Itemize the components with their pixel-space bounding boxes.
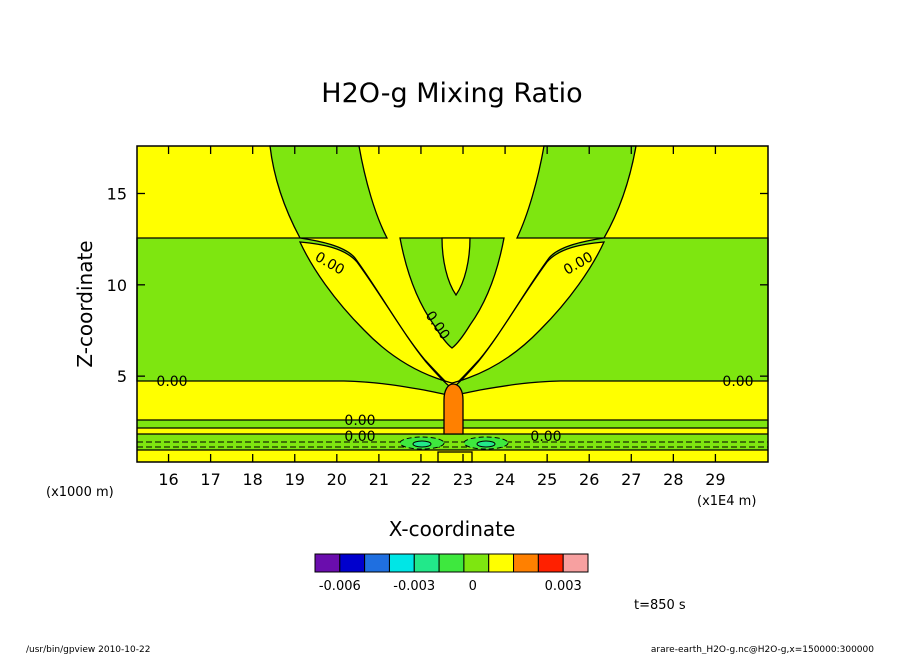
central-v-region <box>298 241 606 389</box>
colorbar-swatch <box>537 553 564 573</box>
x-tick-label: 26 <box>579 470 599 489</box>
y-tick-label: 15 <box>107 184 127 203</box>
x-tick-label: 17 <box>200 470 220 489</box>
colorbar-swatch <box>388 553 415 573</box>
chart-title: H2O-g Mixing Ratio <box>321 78 582 109</box>
colorbar-swatch <box>438 553 465 573</box>
contour-label: 0.00 <box>722 374 753 390</box>
x-tick-label: 18 <box>243 470 263 489</box>
x-tick-label: 24 <box>495 470 515 489</box>
y-unit-note: (x1000 m) <box>46 485 114 500</box>
x-tick-label: 19 <box>285 470 305 489</box>
y-axis: 5 10 15 <box>107 184 768 386</box>
contour-label: 0.00 <box>156 374 187 390</box>
colorbar-label: 0 <box>469 579 477 594</box>
x-tick-label: 29 <box>705 470 725 489</box>
x-unit-note: (x1E4 m) <box>697 494 756 509</box>
cell-right-core <box>476 440 496 448</box>
central-plume-region <box>443 383 464 435</box>
contour-labels: 0.000.000.000.000.000.000.000.000.00 <box>156 249 753 445</box>
top-teardrop-region <box>441 237 471 297</box>
colorbar-swatch <box>364 553 390 573</box>
inner-v-region <box>399 237 505 349</box>
colorbar-label: -0.003 <box>393 579 435 594</box>
contour-label: 0.00 <box>530 429 561 445</box>
x-tick-label: 25 <box>537 470 557 489</box>
y-tick-label: 5 <box>117 367 127 386</box>
colorbar-swatch <box>488 553 515 573</box>
colorbar-swatch <box>562 553 589 573</box>
colorbar-swatch <box>339 553 366 573</box>
colorbar-label: -0.006 <box>319 579 361 594</box>
contour-label: 0.00 <box>344 429 375 445</box>
cell-left-core <box>412 440 432 448</box>
y-axis-label: Z-coordinate <box>73 240 97 367</box>
colorbar-swatch <box>413 553 440 573</box>
colorbar-label: 0.003 <box>545 579 582 594</box>
y-tick-label: 10 <box>107 276 127 295</box>
footer-right: arare-earth_H2O-g.nc@H2O-g,x=150000:3000… <box>651 645 874 654</box>
colorbar-swatch <box>463 553 490 573</box>
x-tick-label: 23 <box>453 470 473 489</box>
x-tick-label: 16 <box>158 470 178 489</box>
x-tick-label: 21 <box>369 470 389 489</box>
time-label: t=850 s <box>634 598 686 613</box>
colorbar-swatch <box>513 553 539 573</box>
x-tick-label: 27 <box>621 470 641 489</box>
surface-patch <box>437 451 473 463</box>
plot-area: 0.000.000.000.000.000.000.000.000.00 <box>136 145 769 463</box>
x-tick-label: 20 <box>327 470 347 489</box>
x-axis-label: X-coordinate <box>389 517 516 541</box>
x-tick-label: 28 <box>663 470 683 489</box>
plot-frame <box>136 145 769 463</box>
x-tick-label: 22 <box>411 470 431 489</box>
contour-label: 0.00 <box>344 413 375 429</box>
colorbar-swatch <box>314 553 341 573</box>
x-axis: 16 17 18 19 20 21 22 23 24 25 26 27 28 29 <box>158 146 726 489</box>
colorbar: -0.006 -0.003 0 0.003 <box>314 553 589 594</box>
footer-left: /usr/bin/gpview 2010-10-22 <box>26 645 150 654</box>
upper-left-fan-region <box>269 145 389 239</box>
